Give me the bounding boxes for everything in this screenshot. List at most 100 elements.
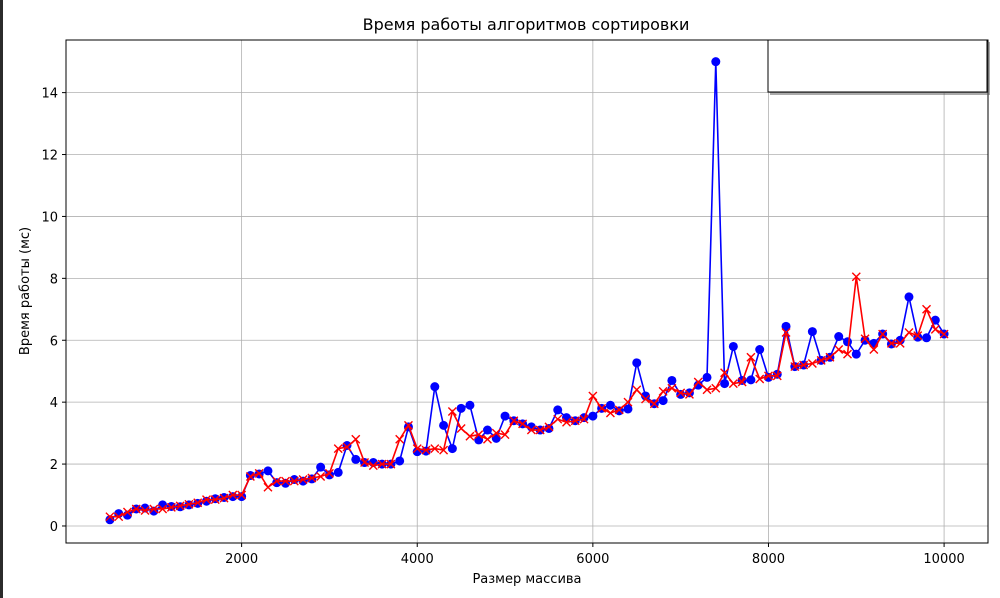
data-point — [289, 476, 299, 486]
data-point — [316, 471, 326, 481]
data-point — [430, 382, 440, 392]
data-point — [755, 345, 765, 355]
data-point — [684, 389, 694, 399]
data-point — [667, 375, 677, 385]
data-point — [237, 490, 247, 500]
data-point — [166, 502, 176, 512]
data-point — [781, 321, 791, 331]
data-point — [518, 419, 528, 429]
data-point — [632, 358, 642, 368]
data-point — [702, 372, 712, 382]
data-point — [939, 329, 949, 339]
data-point — [105, 515, 115, 525]
data-point — [720, 368, 730, 378]
data-point — [342, 440, 352, 450]
data-point — [605, 400, 615, 410]
data-point — [895, 335, 905, 345]
y-tick-label: 14 — [41, 87, 58, 102]
data-point — [553, 405, 563, 415]
grid-lines — [66, 40, 988, 543]
data-point — [158, 504, 168, 514]
data-point — [140, 506, 150, 515]
data-point — [289, 475, 299, 485]
data-point — [412, 444, 422, 454]
data-point — [930, 324, 940, 334]
axis-ticks: 2000 4000 6000 8000 10000 0 2 4 6 8 10 12 14 — [41, 87, 964, 567]
data-point — [474, 430, 484, 440]
x-tick-label: 2000 — [225, 552, 258, 567]
data-point — [219, 493, 229, 503]
data-point — [149, 504, 159, 514]
data-point — [737, 377, 747, 387]
data-point — [623, 397, 633, 407]
data-point — [922, 304, 932, 314]
data-point — [860, 334, 870, 344]
data-point — [693, 380, 703, 390]
data-point — [834, 345, 844, 355]
window-left-edge — [0, 0, 3, 598]
data-point — [447, 406, 457, 416]
data-point — [395, 456, 405, 466]
axes-frame — [65, 39, 989, 544]
x-axis-label: Размер массива — [472, 572, 581, 587]
data-point — [641, 394, 651, 404]
data-point — [869, 345, 879, 355]
data-point — [482, 434, 492, 444]
data-point — [790, 362, 800, 372]
data-point — [562, 417, 572, 427]
data-point — [482, 425, 492, 435]
x-tick-label: 6000 — [576, 552, 609, 567]
data-point — [904, 292, 914, 302]
data-point — [544, 423, 554, 433]
data-point — [843, 349, 852, 359]
series-line — [109, 61, 945, 521]
data-point — [421, 445, 431, 455]
data-point — [263, 466, 273, 476]
data-point — [886, 338, 896, 348]
data-point — [702, 385, 712, 395]
data-point — [210, 495, 220, 505]
data-point — [377, 459, 387, 469]
data-point — [307, 473, 317, 483]
data-point — [746, 352, 756, 362]
x-tick-label: 10000 — [923, 552, 964, 567]
data-point — [500, 411, 510, 421]
data-point — [843, 337, 853, 347]
data-point — [623, 404, 633, 414]
data-point — [360, 458, 370, 468]
data-point — [324, 468, 334, 478]
data-point — [632, 385, 642, 395]
data-point — [175, 501, 185, 511]
y-tick-label: 8 — [50, 272, 58, 287]
data-point — [491, 428, 501, 438]
data-point — [755, 374, 765, 384]
y-tick-label: 10 — [41, 210, 58, 225]
data-point — [641, 391, 651, 401]
data-point — [272, 476, 282, 486]
data-point — [535, 425, 545, 435]
series-1 — [105, 272, 949, 522]
x-tick-label: 4000 — [401, 552, 434, 567]
data-point — [658, 396, 668, 406]
data-point — [895, 338, 905, 348]
data-point — [807, 358, 817, 368]
data-point — [430, 444, 440, 454]
data-point — [500, 430, 510, 440]
data-point — [298, 475, 308, 485]
data-point — [588, 391, 598, 401]
x-tick-label: 8000 — [752, 552, 785, 567]
data-point — [799, 360, 809, 370]
data-point — [711, 383, 721, 393]
data-point — [439, 420, 449, 430]
data-point — [447, 444, 457, 454]
data-point — [324, 470, 334, 480]
data-point — [193, 498, 203, 508]
data-point — [544, 422, 554, 432]
data-point — [746, 375, 756, 385]
data-point — [711, 57, 721, 67]
data-point — [728, 379, 738, 389]
data-point — [728, 341, 738, 351]
y-tick-label: 12 — [41, 149, 58, 164]
data-point — [456, 423, 466, 433]
